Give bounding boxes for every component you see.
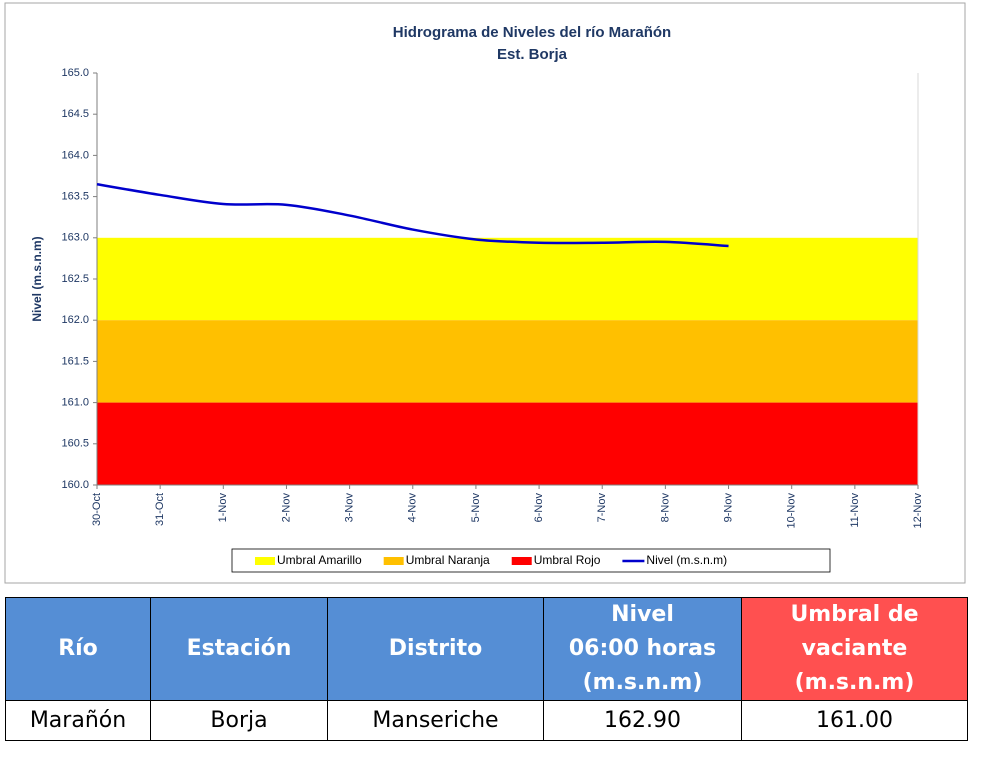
legend-label: Umbral Amarillo [277,553,362,567]
y-tick-label: 161.5 [61,355,89,367]
x-tick-label: 5-Nov [470,493,482,523]
header-cell: Distrito [327,597,544,701]
x-tick-label: 30-Oct [91,493,103,526]
header-text: Río [58,636,98,661]
header-text: (m.s.n.m) [582,670,703,695]
header-cell: Umbral de vaciante (m.s.n.m) [741,597,968,701]
legend-swatch [255,557,275,565]
header-text: (m.s.n.m) [794,670,915,695]
y-tick-label: 160.5 [61,438,89,450]
y-tick-label: 163.0 [61,232,89,244]
chart-subtitle: Est. Borja [497,46,568,63]
y-tick-label: 164.5 [61,108,89,120]
threshold-band [97,402,918,485]
x-tick-label: 12-Nov [912,493,924,529]
y-tick-label: 161.0 [61,397,89,409]
x-tick-label: 8-Nov [659,493,671,523]
header-cell: Nivel 06:00 horas (m.s.n.m) [543,597,742,701]
x-tick-label: 4-Nov [407,493,419,523]
chart-title: Hidrograma de Niveles del río Marañón [393,24,671,41]
header-cell: Estación [150,597,328,701]
header-text: Estación [186,636,292,661]
level-line [96,183,729,248]
header-text: Distrito [388,636,483,661]
y-tick-label: 160.0 [61,479,89,491]
chart: Hidrograma de Niveles del río Marañón Es… [4,2,966,584]
data-cell: Marañón [5,700,151,741]
header-text: Umbral de [790,602,919,627]
threshold-band [97,237,918,321]
x-tick-label: 9-Nov [722,493,734,523]
data-cell: Manseriche [327,700,544,741]
x-tick-label: 11-Nov [849,493,861,528]
header-text: vaciante [801,636,908,661]
y-tick-label: 162.0 [61,314,89,326]
x-tick-label: 6-Nov [533,493,545,523]
data-cell: 162.90 [543,700,742,741]
legend-label: Nivel (m.s.n.m) [646,553,727,567]
y-axis-label: Nivel (m.s.n.m) [30,236,44,321]
x-tick-label: 3-Nov [344,493,356,523]
y-tick-label: 163.5 [61,191,89,203]
header-text: Nivel [611,602,674,627]
threshold-band [97,320,918,403]
x-tick-label: 10-Nov [786,493,798,529]
header-cell: Río [5,597,151,701]
x-tick-label: 31-Oct [154,493,166,526]
legend-label: Umbral Naranja [406,553,490,567]
y-tick-label: 165.0 [61,67,89,79]
y-tick-label: 164.0 [61,149,89,161]
legend-label: Umbral Rojo [534,553,601,567]
x-tick-label: 7-Nov [596,493,608,523]
legend-swatch [511,557,532,565]
y-tick-label: 162.5 [61,273,89,285]
header-text: 06:00 horas [568,636,717,661]
data-cell: Borja [150,700,328,741]
x-tick-label: 1-Nov [217,493,229,523]
legend-swatch [383,557,404,565]
data-cell: 161.00 [741,700,968,741]
x-tick-label: 2-Nov [280,493,292,523]
